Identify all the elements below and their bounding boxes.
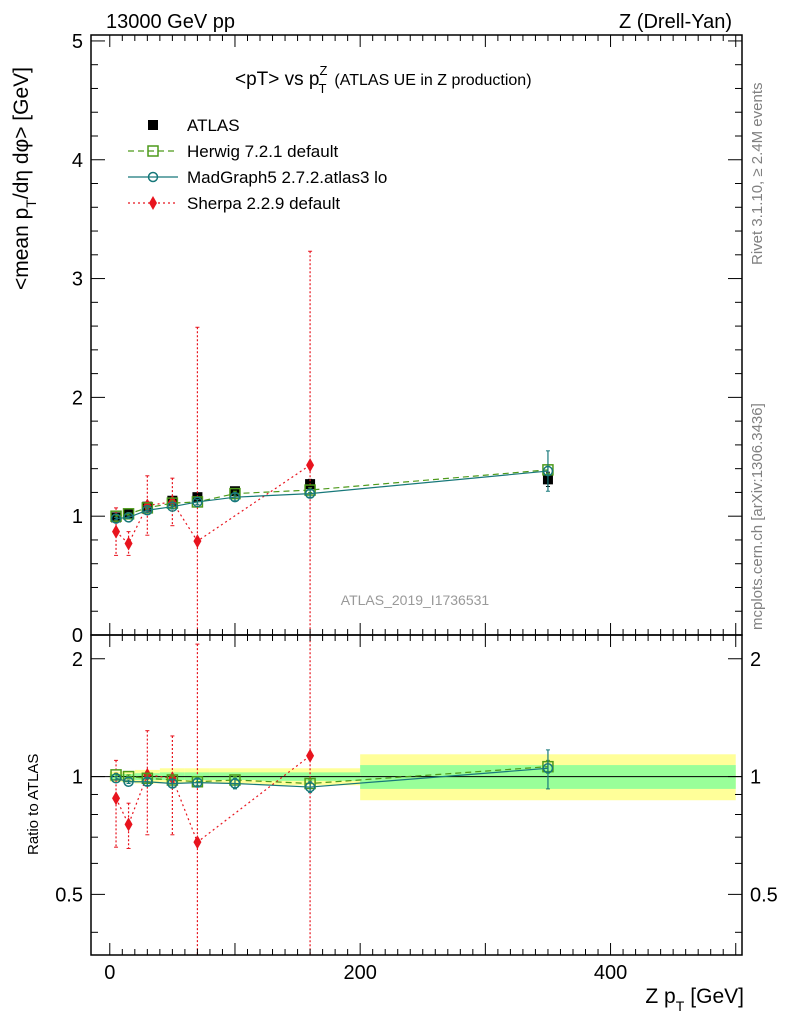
ytick-label-4: 4 [72,150,83,172]
main-point-madgraph5-2-7-2-atlas3-lo-0 [110,513,122,524]
main-point-madgraph5-2-7-2-atlas3-lo-4 [192,496,203,508]
ratio-point-sherpa-2-2-9-default-6 [306,748,315,763]
ratio-panel: 0 200 400 0.5 0.5 1 1 2 2 Ratio to ATLAS Z pT [GeV] [25,634,778,1014]
rivet-version-label: Rivet 3.1.10, ≥ 2.4M events [749,83,766,266]
ytick-label-1: 1 [72,506,83,528]
xtick-label-0: 0 [104,962,115,984]
legend-label-sherpa-2-2-9-default: Sherpa 2.2.9 default [187,194,340,213]
legend-label-madgraph5-2-7-2-atlas3-lo: MadGraph5 2.7.2.atlas3 lo [187,168,387,187]
legend-marker-madgraph5-2-7-2-atlas3-lo [147,171,159,183]
chart-title: <pT> vs pZ T (ATLAS UE in Z production) [235,63,532,96]
legend-label-atlas: ATLAS [187,116,240,135]
xtick-label-1: 200 [343,962,376,984]
ratio-ytick-label-right-1: 1 [750,767,761,789]
main-point-madgraph5-2-7-2-atlas3-lo-5 [229,491,241,503]
main-point-herwig-7-2-1-default-0 [110,510,122,522]
ytick-label-0: 0 [72,625,83,647]
ratio-point-sherpa-2-2-9-default-0 [112,791,121,806]
ratio-series-sherpa-2-2-9-default [112,635,315,955]
ratio-ytick-label-right-0: 0.5 [750,884,778,906]
main-line-madgraph5-2-7-2-atlas3-lo [115,470,549,520]
ratio-y-axis-label: Ratio to ATLAS [25,754,42,855]
ratio-point-madgraph5-2-7-2-atlas3-lo-1 [123,776,134,787]
mcplots-label: mcplots.cern.ch [arXiv:1306.3436] [749,403,766,630]
ytick-label-2: 2 [72,387,83,409]
ratio-point-madgraph5-2-7-2-atlas3-lo-3 [167,778,178,789]
header-left: 13000 GeV pp [106,11,235,33]
main-panel: 0 1 2 3 4 5 <pT> vs pZ T (ATLAS UE in Z producti… [10,31,743,647]
main-point-madgraph5-2-7-2-atlas3-lo-1 [123,512,134,523]
ratio-series-madgraph5-2-7-2-atlas3-lo [110,749,554,794]
ratio-point-madgraph5-2-7-2-atlas3-lo-6 [304,781,316,793]
main-series-herwig-7-2-1-default [110,464,554,522]
ratio-point-madgraph5-2-7-2-atlas3-lo-5 [229,778,241,789]
legend-marker-herwig-7-2-1-default [147,145,159,157]
ytick-label-5: 5 [72,31,83,53]
main-point-madgraph5-2-7-2-atlas3-lo-2 [142,504,153,516]
legend-marker-atlas [148,120,158,130]
ratio-point-madgraph5-2-7-2-atlas3-lo-0 [110,773,122,784]
ratio-ytick-label-1: 1 [72,767,83,789]
ratio-ytick-label-right-2: 2 [750,649,761,671]
header-right: Z (Drell-Yan) [619,11,732,33]
ratio-line-herwig-7-2-1-default [115,766,548,785]
legend: ATLAS Herwig 7.2.1 default MadGraph5 2.7.2… [128,116,387,213]
main-point-sherpa-2-2-9-default-4 [193,534,202,549]
ratio-frame [90,634,743,956]
legend-label-herwig-7-2-1-default: Herwig 7.2.1 default [187,142,338,161]
y-axis-label: <mean pT/dη dφ> [GeV] [10,67,39,290]
ratio-bands [109,754,736,801]
main-line-herwig-7-2-1-default [115,469,549,517]
main-series-madgraph5-2-7-2-atlas3-lo [110,450,554,524]
ratio-point-madgraph5-2-7-2-atlas3-lo-4 [192,777,203,788]
ratio-ytick-label-2: 2 [72,649,83,671]
analysis-watermark: ATLAS_2019_I1736531 [341,592,490,608]
main-point-madgraph5-2-7-2-atlas3-lo-3 [167,501,178,512]
main-point-madgraph5-2-7-2-atlas3-lo-7 [542,465,554,477]
x-axis-label: Z pT [GeV] [645,985,744,1014]
ratio-ytick-label-0: 0.5 [55,884,83,906]
main-point-sherpa-2-2-9-default-1 [124,536,133,551]
ratio-point-sherpa-2-2-9-default-1 [124,817,133,832]
main-point-sherpa-2-2-9-default-6 [306,458,315,473]
xtick-label-2: 400 [594,962,627,984]
legend-marker-sherpa-2-2-9-default [149,196,157,210]
ratio-point-sherpa-2-2-9-default-4 [193,835,202,850]
ratio-point-madgraph5-2-7-2-atlas3-lo-2 [142,776,153,787]
main-point-madgraph5-2-7-2-atlas3-lo-6 [304,488,316,499]
ratio-line-madgraph5-2-7-2-atlas3-lo [115,767,548,788]
main-point-sherpa-2-2-9-default-0 [112,524,121,539]
ytick-label-3: 3 [72,269,83,291]
ratio-point-madgraph5-2-7-2-atlas3-lo-7 [542,763,554,774]
main-series-atlas [111,471,553,523]
